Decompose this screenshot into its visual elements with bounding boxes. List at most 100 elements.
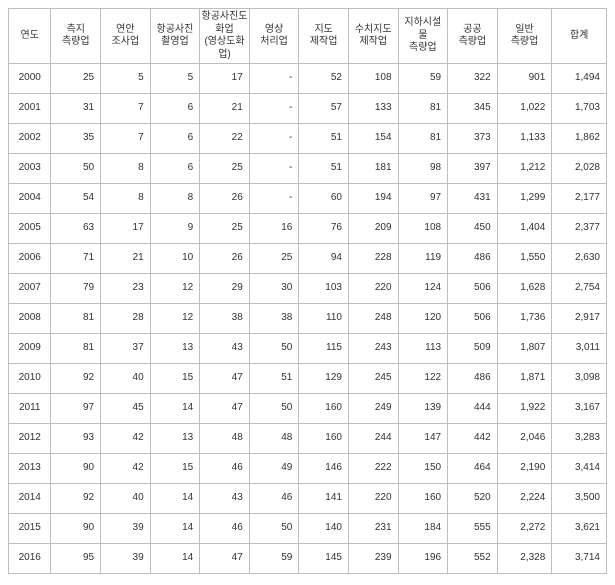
table-row: 2005631792516762091084501,4042,377 xyxy=(9,214,607,244)
value-cell: 94 xyxy=(299,244,349,274)
year-cell: 2012 xyxy=(9,424,51,454)
value-cell: 81 xyxy=(398,94,448,124)
table-row: 2002357622-51154813731,1331,862 xyxy=(9,124,607,154)
value-cell: 146 xyxy=(299,454,349,484)
value-cell: 37 xyxy=(101,334,151,364)
value-cell: 71 xyxy=(51,244,101,274)
value-cell: 124 xyxy=(398,274,448,304)
value-cell: 16 xyxy=(249,214,299,244)
value-cell: 46 xyxy=(200,454,250,484)
value-cell: 2,177 xyxy=(552,184,607,214)
value-cell: 444 xyxy=(448,394,498,424)
value-cell: 97 xyxy=(398,184,448,214)
value-cell: 31 xyxy=(51,94,101,124)
value-cell: 6 xyxy=(150,94,200,124)
value-cell: 51 xyxy=(299,154,349,184)
col-header: 측지측량업 xyxy=(51,9,101,64)
value-cell: 122 xyxy=(398,364,448,394)
value-cell: 2,028 xyxy=(552,154,607,184)
value-cell: 1,703 xyxy=(552,94,607,124)
value-cell: 129 xyxy=(299,364,349,394)
year-cell: 2016 xyxy=(9,544,51,574)
value-cell: 150 xyxy=(398,454,448,484)
value-cell: 145 xyxy=(299,544,349,574)
value-cell: 555 xyxy=(448,514,498,544)
value-cell: 373 xyxy=(448,124,498,154)
value-cell: 509 xyxy=(448,334,498,364)
value-cell: 181 xyxy=(348,154,398,184)
value-cell: 59 xyxy=(249,544,299,574)
value-cell: 486 xyxy=(448,364,498,394)
value-cell: 147 xyxy=(398,424,448,454)
value-cell: 26 xyxy=(200,244,250,274)
value-cell: 2,754 xyxy=(552,274,607,304)
col-header: 합계 xyxy=(552,9,607,64)
year-cell: 2015 xyxy=(9,514,51,544)
table-row: 201695391447591452391965522,3283,714 xyxy=(9,544,607,574)
value-cell: 40 xyxy=(101,484,151,514)
value-cell: 442 xyxy=(448,424,498,454)
value-cell: 47 xyxy=(200,544,250,574)
value-cell: 38 xyxy=(249,304,299,334)
value-cell: 10 xyxy=(150,244,200,274)
value-cell: 194 xyxy=(348,184,398,214)
value-cell: 1,022 xyxy=(497,94,552,124)
table-row: 2004548826-60194974311,2992,177 xyxy=(9,184,607,214)
value-cell: 45 xyxy=(101,394,151,424)
value-cell: 17 xyxy=(200,64,250,94)
value-cell: 26 xyxy=(200,184,250,214)
value-cell: 15 xyxy=(150,454,200,484)
value-cell: 113 xyxy=(398,334,448,364)
value-cell: 14 xyxy=(150,544,200,574)
value-cell: 92 xyxy=(51,484,101,514)
value-cell: 22 xyxy=(200,124,250,154)
value-cell: - xyxy=(249,184,299,214)
year-cell: 2002 xyxy=(9,124,51,154)
value-cell: 1,736 xyxy=(497,304,552,334)
col-header: 항공사진촬영업 xyxy=(150,9,200,64)
value-cell: 97 xyxy=(51,394,101,424)
col-header: 공공측량업 xyxy=(448,9,498,64)
value-cell: 5 xyxy=(150,64,200,94)
table-header-row: 연도 측지측량업 연안조사업 항공사진촬영업 항공사진도화업(영상도화업) 영상… xyxy=(9,9,607,64)
value-cell: 93 xyxy=(51,424,101,454)
value-cell: 249 xyxy=(348,394,398,424)
value-cell: 60 xyxy=(299,184,349,214)
value-cell: 14 xyxy=(150,394,200,424)
value-cell: 2,190 xyxy=(497,454,552,484)
value-cell: 8 xyxy=(150,184,200,214)
col-header: 연안조사업 xyxy=(101,9,151,64)
value-cell: 103 xyxy=(299,274,349,304)
value-cell: 7 xyxy=(101,94,151,124)
value-cell: - xyxy=(249,124,299,154)
table-row: 2003508625-51181983971,2122,028 xyxy=(9,154,607,184)
value-cell: 2,917 xyxy=(552,304,607,334)
value-cell: 43 xyxy=(200,484,250,514)
value-cell: 81 xyxy=(51,334,101,364)
value-cell: 120 xyxy=(398,304,448,334)
value-cell: 3,414 xyxy=(552,454,607,484)
value-cell: 7 xyxy=(101,124,151,154)
value-cell: 12 xyxy=(150,304,200,334)
value-cell: 220 xyxy=(348,484,398,514)
value-cell: 25 xyxy=(200,214,250,244)
col-header: 연도 xyxy=(9,9,51,64)
value-cell: 244 xyxy=(348,424,398,454)
value-cell: 3,167 xyxy=(552,394,607,424)
value-cell: 322 xyxy=(448,64,498,94)
value-cell: 239 xyxy=(348,544,398,574)
value-cell: 141 xyxy=(299,484,349,514)
value-cell: 209 xyxy=(348,214,398,244)
value-cell: 160 xyxy=(398,484,448,514)
value-cell: 17 xyxy=(101,214,151,244)
value-cell: 1,871 xyxy=(497,364,552,394)
value-cell: 14 xyxy=(150,484,200,514)
value-cell: 139 xyxy=(398,394,448,424)
value-cell: 39 xyxy=(101,514,151,544)
value-cell: 1,404 xyxy=(497,214,552,244)
value-cell: 76 xyxy=(299,214,349,244)
col-header: 영상처리업 xyxy=(249,9,299,64)
table-row: 2000255517-52108593229011,494 xyxy=(9,64,607,94)
value-cell: 12 xyxy=(150,274,200,304)
value-cell: 90 xyxy=(51,454,101,484)
